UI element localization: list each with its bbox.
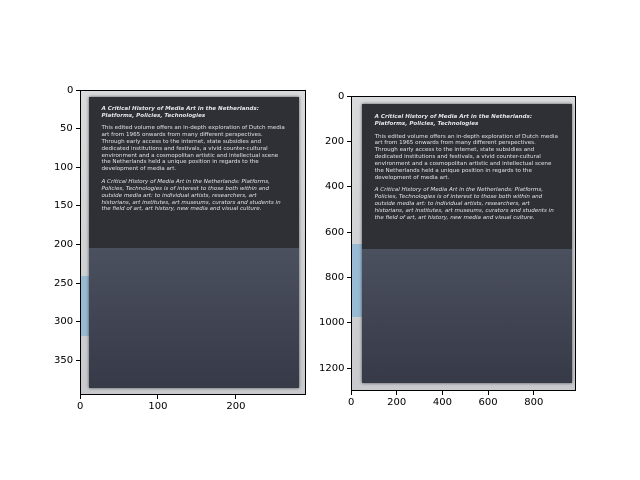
right-photo-paragraph-2: A Critical History of Media Art in the N… <box>374 187 554 221</box>
y-tick-label: 400 <box>325 181 345 193</box>
y-tick-mark <box>76 166 80 168</box>
y-tick-label: 200 <box>54 238 74 250</box>
left-photo-title: A Critical History of Media Art in the N… <box>101 105 259 119</box>
right-photo-title: A Critical History of Media Art in the N… <box>374 114 533 127</box>
y-tick-mark <box>76 89 80 91</box>
left-photo-sign-lower <box>88 248 300 388</box>
y-tick-mark <box>347 186 351 188</box>
x-tick-mark <box>441 391 443 395</box>
y-tick-mark <box>347 95 351 97</box>
right-photo-sign-text: A Critical History of Media Art in the N… <box>375 114 559 227</box>
y-tick-mark <box>76 205 80 207</box>
right-photo-sign: A Critical History of Media Art in the N… <box>362 104 572 383</box>
x-tick-label: 100 <box>148 401 168 412</box>
y-tick-mark <box>76 321 80 323</box>
x-tick-label: 0 <box>348 397 355 408</box>
left-photo-paragraph-2: A Critical History of Media Art in the N… <box>101 179 281 213</box>
left-photo-sign-text: A Critical History of Media Art in the N… <box>101 106 286 219</box>
y-tick-mark <box>347 322 351 324</box>
left-photo-sign: A Critical History of Media Art in the N… <box>88 97 300 388</box>
y-tick-label: 0 <box>67 84 74 96</box>
y-tick-label: 300 <box>54 316 74 328</box>
x-tick-label: 800 <box>524 397 544 408</box>
x-tick-label: 400 <box>432 397 452 408</box>
x-tick-mark <box>487 391 489 395</box>
x-tick-mark <box>396 391 398 395</box>
y-tick-label: 50 <box>60 123 73 135</box>
y-tick-label: 250 <box>54 277 74 289</box>
x-tick-label: 200 <box>387 397 407 408</box>
y-tick-label: 350 <box>54 354 74 366</box>
y-tick-label: 1000 <box>319 317 345 329</box>
y-tick-mark <box>76 128 80 130</box>
x-tick-mark <box>533 391 535 395</box>
y-tick-mark <box>76 243 80 245</box>
y-tick-mark <box>347 367 351 369</box>
y-tick-label: 600 <box>325 226 345 238</box>
y-tick-mark <box>347 231 351 233</box>
x-tick-mark <box>157 395 159 399</box>
left-image-axes: A Critical History of Media Art in the N… <box>80 90 306 395</box>
x-tick-mark <box>235 395 237 399</box>
y-tick-mark <box>347 277 351 279</box>
left-photo-blue-strip <box>81 275 93 337</box>
y-tick-mark <box>76 282 80 284</box>
y-tick-label: 100 <box>54 161 74 173</box>
x-tick-label: 0 <box>77 401 84 412</box>
y-tick-mark <box>76 359 80 361</box>
y-tick-label: 1200 <box>319 362 345 374</box>
x-tick-label: 200 <box>226 401 246 412</box>
x-tick-label: 600 <box>478 397 498 408</box>
y-tick-label: 200 <box>325 135 345 147</box>
x-tick-mark <box>79 395 81 399</box>
y-tick-mark <box>347 140 351 142</box>
y-tick-label: 0 <box>338 90 345 102</box>
x-tick-mark <box>350 391 352 395</box>
y-tick-label: 150 <box>54 200 74 212</box>
y-tick-label: 800 <box>325 272 345 284</box>
right-image-axes: A Critical History of Media Art in the N… <box>351 96 576 391</box>
left-photo-paragraph-1: This edited volume offers an in-depth ex… <box>101 125 285 173</box>
right-photo-paragraph-1: This edited volume offers an in-depth ex… <box>374 133 558 181</box>
right-photo-sign-lower <box>362 249 572 383</box>
